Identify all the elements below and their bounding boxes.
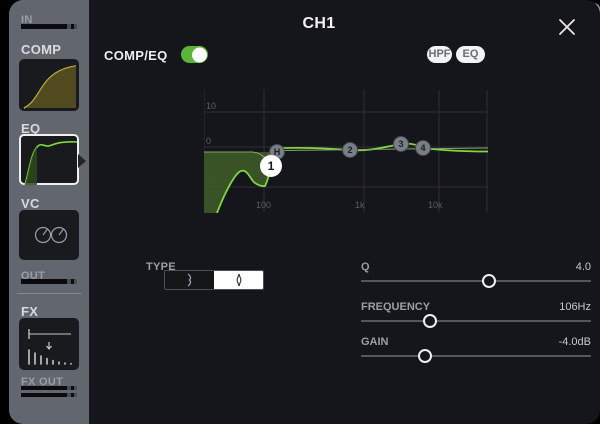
svg-text:4: 4 (420, 143, 425, 153)
svg-text:10k: 10k (428, 200, 443, 210)
svg-text:H: H (274, 147, 281, 157)
svg-text:1k: 1k (355, 200, 365, 210)
svg-text:0: 0 (206, 136, 211, 146)
svg-text:100: 100 (256, 200, 271, 210)
svg-text:10: 10 (206, 101, 216, 111)
svg-text:3: 3 (398, 139, 403, 149)
svg-text:2: 2 (347, 145, 352, 155)
svg-text:1: 1 (268, 159, 275, 173)
